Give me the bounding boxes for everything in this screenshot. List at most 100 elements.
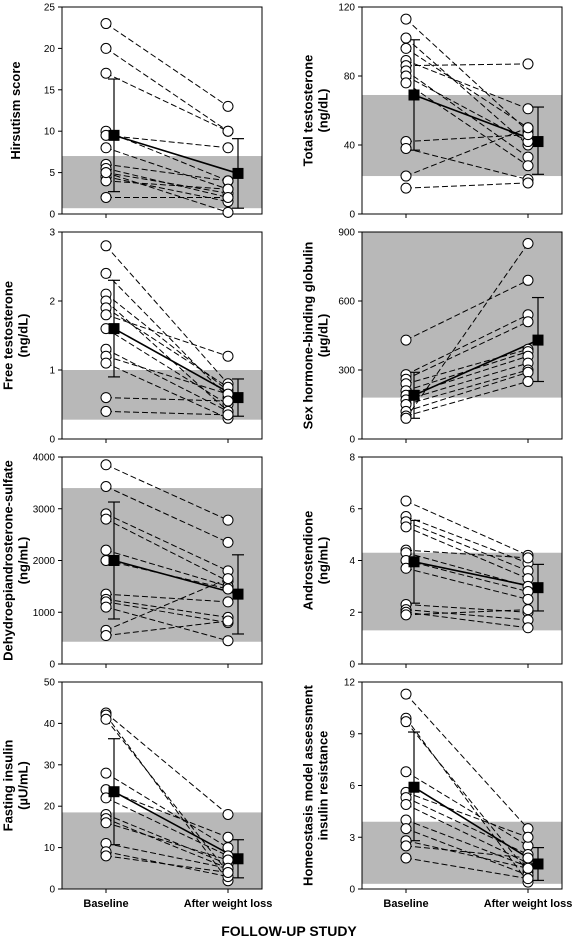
mean-line — [413, 94, 539, 143]
mean-line — [413, 561, 539, 589]
baseline-point — [400, 766, 412, 778]
subject-line — [405, 549, 529, 559]
after-point — [522, 274, 534, 286]
subject-line — [105, 593, 229, 603]
x-category-label: Baseline — [83, 898, 128, 910]
baseline-point — [100, 405, 112, 417]
plot-frame — [61, 6, 263, 215]
subject-line — [405, 721, 529, 873]
baseline-point — [400, 716, 412, 728]
chart-panel-8: 0 3 6 9 12 Homeostasis model assessment insuli… — [301, 678, 573, 911]
figure-title: FOLLOW-UP STUDY — [221, 923, 357, 939]
after-point — [522, 873, 534, 885]
baseline-point — [400, 142, 412, 154]
baseline-point — [400, 170, 412, 182]
subject-line — [105, 560, 229, 590]
subject-line — [405, 70, 529, 158]
subject-line — [405, 182, 529, 189]
mean-marker — [408, 556, 420, 568]
y-tick-label: 30 — [44, 760, 56, 771]
subject-line — [105, 410, 229, 416]
baseline-point — [400, 823, 412, 835]
subject-line — [405, 348, 529, 385]
mean-line — [113, 327, 239, 399]
y-tick-label: 5 — [49, 168, 55, 179]
y-tick-label: 2000 — [33, 556, 56, 567]
subject-line — [405, 840, 529, 869]
y-axis-title: Total testosterone — [301, 55, 316, 167]
after-point — [522, 122, 534, 134]
subject-line — [405, 60, 529, 110]
subject-line — [105, 348, 229, 412]
y-axis-title: (ng/mL) — [16, 537, 31, 585]
subject-line — [405, 321, 529, 380]
after-point — [522, 366, 534, 378]
y-axis-title: Sex hormone-binding globulin — [301, 242, 316, 430]
subject-line — [105, 362, 229, 419]
baseline-point — [100, 480, 112, 492]
subject-line — [405, 369, 529, 405]
y-axis-title: Free testosterone — [1, 281, 16, 390]
baseline-point — [100, 459, 112, 471]
y-tick-label: 40 — [344, 141, 356, 152]
y-tick-label: 9 — [349, 729, 355, 740]
y-axis-title: (µg/dL) — [316, 314, 331, 358]
subject-line — [105, 549, 229, 587]
after-point — [522, 862, 534, 874]
subject-line — [105, 818, 229, 869]
y-tick-label: 0 — [49, 660, 55, 671]
subject-line — [405, 857, 529, 880]
subject-line — [405, 804, 529, 864]
after-point — [222, 142, 234, 154]
y-tick-label: 50 — [44, 678, 56, 689]
baseline-point — [100, 713, 112, 725]
after-point — [222, 206, 234, 218]
after-point — [222, 831, 234, 843]
after-point — [222, 395, 234, 407]
mean-line — [113, 559, 239, 595]
subject-line — [105, 620, 229, 637]
after-point — [522, 604, 534, 616]
subject-line — [405, 609, 529, 616]
subject-line — [105, 578, 229, 631]
subject-line — [105, 814, 229, 865]
after-point — [222, 100, 234, 112]
y-tick-label: 10 — [44, 843, 56, 854]
mean-marker — [232, 167, 244, 179]
chart-panel-5: 0 1000 2000 3000 4000 Dehydroepiandrosterone-… — [1, 453, 263, 671]
subject-line — [405, 500, 529, 556]
subject-line — [105, 601, 229, 624]
after-point — [222, 536, 234, 548]
baseline-point — [100, 142, 112, 154]
subject-line — [105, 606, 229, 642]
y-tick-label: 300 — [338, 366, 355, 377]
mean-line — [113, 791, 239, 860]
subject-line — [105, 486, 229, 543]
baseline-point — [400, 609, 412, 621]
baseline-point — [400, 521, 412, 533]
after-point — [522, 852, 534, 864]
y-axis-title: (ng/dL) — [16, 313, 31, 357]
after-point — [222, 596, 234, 608]
y-tick-label: 4 — [349, 556, 355, 567]
mean-marker — [108, 323, 120, 335]
subject-line — [405, 362, 529, 401]
subject-line — [105, 72, 229, 132]
after-point — [222, 866, 234, 878]
baseline-point — [100, 42, 112, 54]
mean-line — [113, 134, 239, 175]
chart-panel-2: 0 40 80 120 Total testosterone (ng/dL) — [301, 3, 563, 221]
y-tick-label: 1 — [49, 366, 55, 377]
after-point — [522, 103, 534, 115]
baseline-point — [100, 240, 112, 252]
plot-frame — [361, 231, 563, 440]
y-tick-label: 10 — [44, 127, 56, 138]
baseline-point — [400, 77, 412, 89]
subject-line — [405, 355, 529, 396]
subject-line — [105, 328, 229, 405]
y-axis-title: Hirsutism score — [8, 61, 23, 159]
baseline-point — [100, 267, 112, 279]
after-point — [522, 831, 534, 843]
x-category-label: Baseline — [383, 898, 428, 910]
y-axis-title: (ng/mL) — [316, 537, 331, 585]
